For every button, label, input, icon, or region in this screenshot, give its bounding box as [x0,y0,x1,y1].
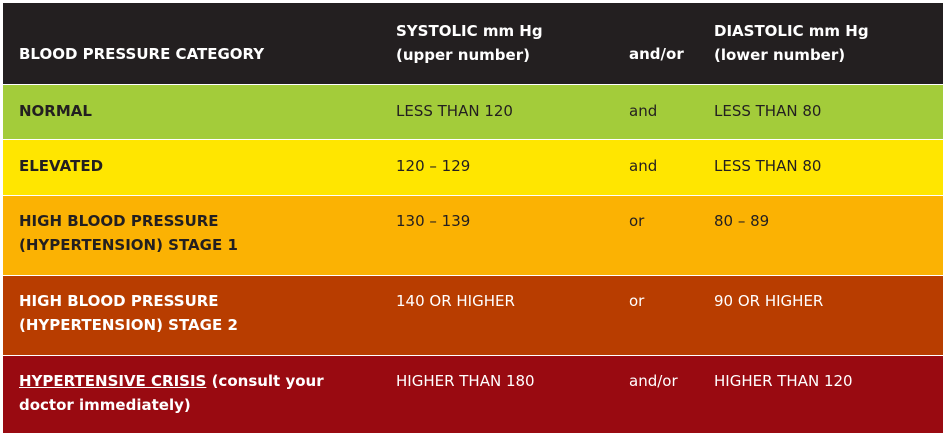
category-label: HYPERTENSIVE CRISIS (consult your doctor… [19,369,369,417]
systolic-value: LESS THAN 120 [396,102,513,120]
andor-value: or [629,292,645,310]
category-label-line2: (HYPERTENSION) STAGE 2 [19,316,238,334]
header-systolic-subtitle: (upper number) [396,46,530,64]
diastolic-value: HIGHER THAN 120 [714,372,853,390]
diastolic-value: 90 OR HIGHER [714,292,824,310]
header-andor: and/or [629,45,684,63]
header-systolic: SYSTOLIC mm Hg (upper number) [396,19,606,67]
table-row-crisis: HYPERTENSIVE CRISIS (consult your doctor… [3,356,943,434]
header-diastolic-title: DIASTOLIC mm Hg [714,22,869,40]
crisis-note-start: (consult your [206,372,324,390]
category-label: NORMAL [19,102,92,120]
category-label-line1: HYPERTENSIVE CRISIS (consult your [19,369,369,393]
table-row-normal: NORMAL LESS THAN 120 and LESS THAN 80 [3,85,943,140]
category-label-line2: (HYPERTENSION) STAGE 1 [19,236,238,254]
category-label: HIGH BLOOD PRESSURE (HYPERTENSION) STAGE… [19,209,369,257]
category-label-line2: doctor immediately) [19,396,191,414]
header-category: BLOOD PRESSURE CATEGORY [19,45,265,63]
table-header-row: BLOOD PRESSURE CATEGORY SYSTOLIC mm Hg (… [3,3,943,85]
andor-value: and/or [629,372,678,390]
systolic-value: 120 – 129 [396,157,471,175]
diastolic-value: LESS THAN 80 [714,102,822,120]
blood-pressure-table: BLOOD PRESSURE CATEGORY SYSTOLIC mm Hg (… [3,3,943,434]
systolic-value: HIGHER THAN 180 [396,372,535,390]
header-systolic-title: SYSTOLIC mm Hg [396,22,543,40]
category-label-line1: HIGH BLOOD PRESSURE [19,292,219,310]
systolic-value: 140 OR HIGHER [396,292,515,310]
hypertensive-crisis-link[interactable]: HYPERTENSIVE CRISIS [19,372,207,390]
andor-value: and [629,102,658,120]
andor-value: or [629,212,645,230]
diastolic-value: LESS THAN 80 [714,157,822,175]
header-diastolic: DIASTOLIC mm Hg (lower number) [714,19,934,67]
systolic-value: 130 – 139 [396,212,471,230]
diastolic-value: 80 – 89 [714,212,770,230]
table-row-stage-1: HIGH BLOOD PRESSURE (HYPERTENSION) STAGE… [3,196,943,276]
table-row-stage-2: HIGH BLOOD PRESSURE (HYPERTENSION) STAGE… [3,276,943,356]
table-row-elevated: ELEVATED 120 – 129 and LESS THAN 80 [3,140,943,196]
category-label: ELEVATED [19,157,104,175]
andor-value: and [629,157,658,175]
category-label-line1: HIGH BLOOD PRESSURE [19,212,219,230]
header-diastolic-subtitle: (lower number) [714,46,846,64]
category-label: HIGH BLOOD PRESSURE (HYPERTENSION) STAGE… [19,289,369,337]
